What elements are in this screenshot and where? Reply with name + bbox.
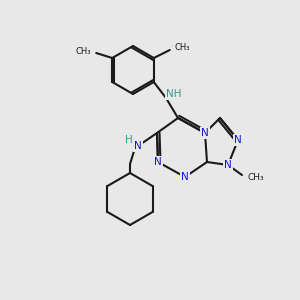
Text: N: N (154, 157, 162, 167)
Text: N: N (224, 160, 232, 170)
Text: CH₃: CH₃ (175, 44, 190, 52)
Text: H: H (125, 135, 133, 145)
Text: CH₃: CH₃ (76, 46, 91, 56)
Text: N: N (134, 141, 142, 151)
Text: N: N (181, 172, 189, 182)
Text: NH: NH (166, 89, 182, 99)
Text: N: N (201, 128, 209, 138)
Text: N: N (234, 135, 242, 145)
Text: CH₃: CH₃ (248, 172, 265, 182)
